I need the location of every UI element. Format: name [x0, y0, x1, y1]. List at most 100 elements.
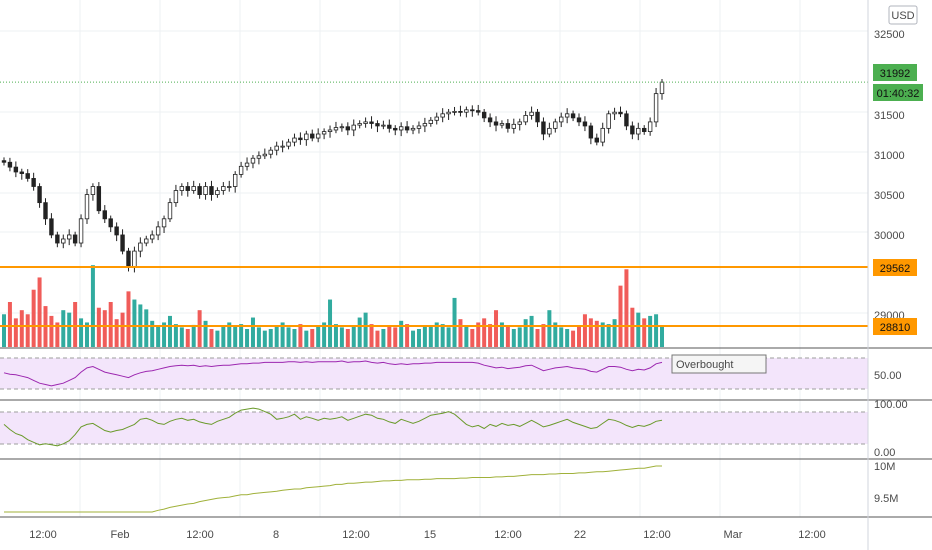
candle-body[interactable]	[191, 186, 196, 191]
candle-body[interactable]	[280, 145, 285, 148]
candle-body[interactable]	[570, 113, 576, 119]
candle-body[interactable]	[600, 127, 605, 143]
candle-body[interactable]	[464, 109, 469, 113]
candle-body[interactable]	[339, 126, 345, 129]
candle-body[interactable]	[250, 157, 256, 164]
candle-body[interactable]	[410, 127, 416, 131]
candle-body[interactable]	[37, 186, 42, 204]
candle-body[interactable]	[535, 111, 540, 123]
candle-body[interactable]	[659, 81, 665, 95]
candle-body[interactable]	[476, 110, 481, 113]
candle-body[interactable]	[96, 186, 102, 212]
candle-body[interactable]	[387, 124, 392, 129]
candle-body[interactable]	[647, 121, 653, 132]
candle-body[interactable]	[618, 111, 623, 115]
candle-body[interactable]	[594, 137, 599, 143]
candle-body[interactable]	[209, 186, 214, 195]
candle-body[interactable]	[547, 127, 552, 135]
candle-body[interactable]	[232, 173, 238, 187]
candle-body[interactable]	[398, 126, 404, 131]
candle-body[interactable]	[120, 234, 125, 252]
candle-body[interactable]	[369, 121, 374, 124]
candle-body[interactable]	[434, 116, 439, 121]
candle-body[interactable]	[227, 186, 232, 188]
candle-body[interactable]	[61, 238, 66, 244]
candle-body[interactable]	[315, 133, 321, 139]
candle-body[interactable]	[84, 194, 90, 220]
candle-body[interactable]	[126, 250, 131, 268]
candle-body[interactable]	[72, 234, 78, 244]
candle-body[interactable]	[630, 125, 635, 135]
candle-body[interactable]	[470, 109, 475, 112]
candle-body[interactable]	[67, 234, 72, 240]
candle-body[interactable]	[564, 113, 570, 118]
candle-body[interactable]	[458, 111, 463, 113]
candle-body[interactable]	[298, 137, 303, 141]
candle-body[interactable]	[31, 178, 36, 187]
candle-body[interactable]	[428, 119, 434, 124]
candle-body[interactable]	[582, 121, 588, 127]
candle-body[interactable]	[304, 133, 309, 141]
candle-body[interactable]	[138, 242, 143, 252]
candle-body[interactable]	[541, 121, 546, 135]
candle-body[interactable]	[493, 121, 499, 126]
candle-body[interactable]	[327, 129, 333, 132]
candle-body[interactable]	[345, 126, 351, 131]
candle-body[interactable]	[167, 202, 173, 220]
candle-body[interactable]	[155, 226, 161, 236]
candle-body[interactable]	[197, 186, 202, 195]
candle-body[interactable]	[612, 111, 617, 115]
candle-body[interactable]	[108, 218, 113, 228]
candle-body[interactable]	[375, 123, 380, 127]
candle-body[interactable]	[292, 137, 297, 143]
candle-body[interactable]	[404, 126, 410, 131]
candle-body[interactable]	[144, 238, 149, 244]
candle-body[interactable]	[102, 210, 107, 220]
candle-body[interactable]	[244, 162, 250, 167]
candle-body[interactable]	[333, 127, 339, 131]
candle-body[interactable]	[606, 113, 611, 129]
candle-body[interactable]	[49, 218, 54, 236]
candle-body[interactable]	[422, 123, 428, 127]
overbought-label-box[interactable]: Overbought	[671, 354, 767, 374]
candle-body[interactable]	[505, 123, 511, 129]
candle-body[interactable]	[416, 125, 422, 129]
candle-body[interactable]	[19, 171, 24, 174]
candle-body[interactable]	[511, 123, 517, 129]
candle-body[interactable]	[481, 111, 487, 119]
candle-body[interactable]	[7, 161, 13, 168]
candle-body[interactable]	[576, 117, 582, 123]
candle-body[interactable]	[179, 186, 185, 191]
candle-body[interactable]	[132, 250, 137, 268]
candle-body[interactable]	[517, 121, 522, 125]
candle-body[interactable]	[55, 234, 60, 244]
candlesticks[interactable]	[1, 78, 665, 273]
candle-body[interactable]	[114, 226, 119, 236]
candle-body[interactable]	[363, 121, 368, 124]
candle-body[interactable]	[642, 127, 647, 132]
candle-body[interactable]	[256, 155, 262, 159]
candle-body[interactable]	[357, 123, 362, 126]
candle-body[interactable]	[624, 113, 629, 127]
candle-body[interactable]	[274, 145, 279, 151]
candle-body[interactable]	[452, 111, 457, 113]
candle-body[interactable]	[173, 190, 179, 204]
candle-body[interactable]	[310, 133, 315, 139]
candle-body[interactable]	[262, 153, 268, 157]
candle-body[interactable]	[588, 125, 594, 139]
candle-body[interactable]	[446, 111, 451, 115]
candle-body[interactable]	[78, 218, 84, 244]
candle-body[interactable]	[149, 234, 155, 240]
candle-body[interactable]	[559, 116, 564, 123]
candle-body[interactable]	[529, 111, 534, 116]
candle-body[interactable]	[499, 123, 505, 126]
time-axis[interactable]: 12:00 Feb 12:00 8 12:00 15 12:00 22 12:00 Mar 12:0…	[29, 529, 826, 541]
candle-body[interactable]	[13, 166, 19, 173]
candle-body[interactable]	[321, 131, 327, 135]
candle-body[interactable]	[25, 173, 30, 179]
candle-body[interactable]	[636, 127, 641, 135]
candle-body[interactable]	[286, 141, 291, 147]
candle-body[interactable]	[43, 202, 48, 220]
horizontal-levels[interactable]	[0, 266, 868, 327]
